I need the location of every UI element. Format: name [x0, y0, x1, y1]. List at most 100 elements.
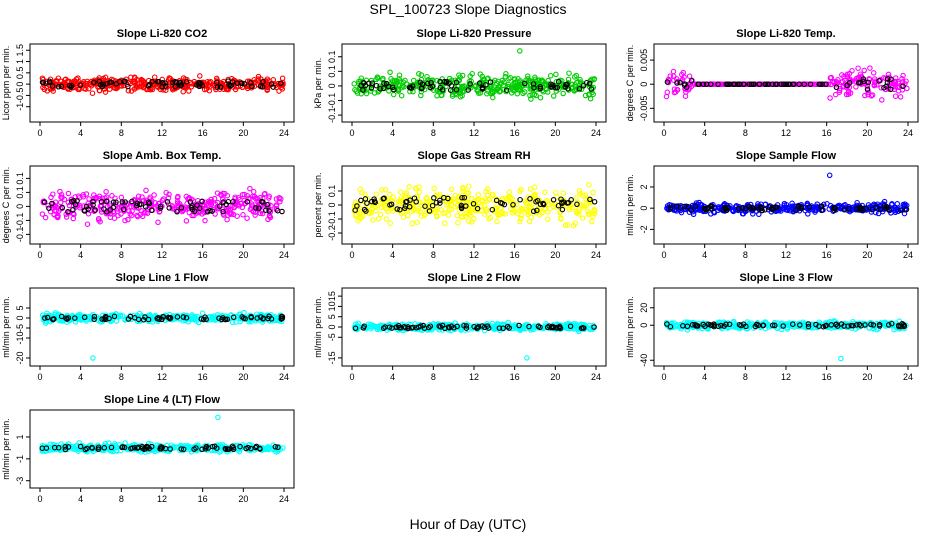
data-point: [416, 71, 422, 77]
data-point: [416, 189, 423, 195]
data-point: [241, 81, 248, 87]
data-point: [373, 191, 379, 197]
data-point: [671, 86, 678, 92]
data-point: [479, 86, 486, 92]
data-point: [441, 220, 448, 227]
x-tick-label: 20: [862, 250, 872, 260]
data-point: [255, 78, 261, 84]
y-tick-label: 1: [15, 59, 25, 64]
data-point: [782, 81, 788, 87]
data-point: [560, 90, 566, 97]
data-point: [506, 189, 513, 196]
data-point: [214, 190, 221, 196]
data-point: [399, 84, 405, 91]
data-point: [888, 76, 894, 83]
x-tick-label: 0: [37, 128, 42, 138]
data-point: [533, 92, 539, 99]
y-tick-label: 0.1: [15, 186, 25, 199]
y-tick-label: -20: [15, 351, 25, 364]
x-tick-label: 0: [661, 372, 666, 382]
data-point: [448, 186, 455, 193]
data-point: [50, 79, 56, 86]
panel-title: Slope Line 2 Flow: [428, 272, 521, 284]
data-point: [565, 76, 572, 83]
panel-title: Slope Sample Flow: [736, 150, 837, 162]
data-point: [208, 199, 215, 206]
x-tick-label: 24: [591, 250, 601, 260]
data-point: [235, 194, 242, 201]
data-point: [248, 80, 254, 86]
y-tick-label: 0.5: [15, 67, 25, 80]
data-point: [855, 80, 862, 86]
y-axis-label: ml/min per min.: [1, 418, 11, 480]
data-point: [62, 77, 68, 83]
data-point: [212, 211, 218, 217]
data-point: [107, 207, 113, 213]
data-point: [843, 84, 850, 91]
data-point: [360, 87, 366, 93]
data-point: [77, 85, 83, 92]
data-point: [90, 355, 96, 361]
data-point: [128, 88, 135, 94]
data-point: [270, 84, 276, 90]
data-point: [531, 84, 537, 91]
data-point: [39, 211, 46, 217]
data-point: [560, 190, 567, 196]
x-tick-label: 24: [591, 372, 601, 382]
x-tick-label: 0: [349, 250, 354, 260]
x-tick-label: 8: [743, 372, 748, 382]
data-point: [398, 92, 405, 99]
data-point: [48, 194, 54, 201]
x-tick-label: 0: [661, 250, 666, 260]
data-point: [465, 218, 472, 224]
data-point: [165, 77, 172, 83]
x-tick-label: 20: [550, 128, 560, 138]
data-point: [241, 197, 247, 204]
data-point: [547, 72, 554, 79]
data-point: [506, 76, 512, 82]
data-point: [101, 206, 107, 212]
data-point: [207, 208, 213, 214]
y-tick-label: -3: [15, 477, 25, 485]
x-tick-label: 16: [198, 494, 208, 504]
x-tick-label: 20: [862, 128, 872, 138]
data-point: [726, 81, 733, 87]
data-point: [133, 202, 140, 209]
data-point: [679, 71, 685, 78]
y-axis-label: Licor ppm per min.: [1, 46, 11, 121]
data-point: [715, 81, 721, 87]
data-point: [44, 88, 51, 94]
y-tick-label: 1: [15, 434, 25, 439]
y-tick-label: 0: [327, 202, 337, 207]
data-point: [223, 86, 230, 93]
data-point: [900, 72, 906, 79]
x-tick-label: 8: [119, 372, 124, 382]
data-point: [115, 212, 121, 219]
data-point: [90, 198, 96, 205]
data-point: [838, 355, 844, 362]
data-point: [178, 205, 185, 211]
data-point: [544, 216, 551, 222]
data-point: [772, 81, 779, 87]
data-point: [799, 81, 805, 87]
data-point: [819, 81, 825, 87]
data-point: [214, 84, 221, 90]
data-point: [381, 80, 387, 86]
data-point: [149, 86, 156, 93]
data-point: [467, 73, 473, 80]
data-point: [71, 78, 77, 84]
data-point: [882, 75, 889, 82]
data-point: [216, 206, 222, 212]
data-point: [439, 87, 446, 93]
data-point: [125, 216, 131, 223]
data-point: [151, 192, 157, 198]
x-tick-label: 0: [37, 494, 42, 504]
data-point: [183, 193, 190, 200]
data-point: [586, 182, 592, 188]
data-point: [202, 82, 208, 89]
y-tick-label: -5: [327, 333, 337, 341]
y-tick-label: -2: [639, 225, 649, 233]
